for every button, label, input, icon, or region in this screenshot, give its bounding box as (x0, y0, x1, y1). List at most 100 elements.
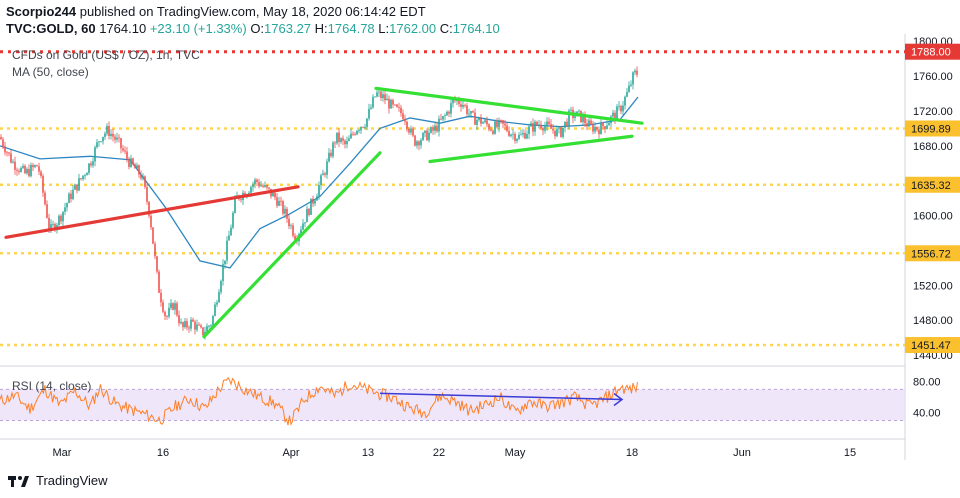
level-label-bg-1 (905, 120, 960, 137)
rsi-divergence-arrowhead (613, 392, 624, 407)
candle-body (382, 94, 384, 99)
candle (18, 168, 20, 175)
candle-body (490, 129, 492, 131)
candle-body (526, 133, 528, 139)
candle-body (516, 138, 518, 141)
candle-body (136, 165, 138, 169)
candle (178, 310, 180, 327)
candle (240, 197, 242, 203)
candle-body (292, 225, 294, 236)
candle-body (60, 215, 62, 222)
candle-body (274, 192, 276, 198)
candle (14, 156, 16, 175)
candle (536, 120, 538, 127)
candle (340, 137, 342, 144)
candle (450, 99, 452, 118)
candle (542, 126, 544, 136)
candle-body (344, 140, 346, 145)
candle (188, 325, 190, 333)
candle-body (522, 132, 524, 135)
candle-body (262, 185, 264, 187)
candle (186, 318, 188, 331)
candle-body (626, 92, 628, 97)
candle (128, 156, 130, 170)
candle (510, 133, 512, 138)
time-axis[interactable]: Mar 16 Apr 13 22 May 18 Jun 15 (53, 447, 857, 459)
candle-body (144, 176, 146, 188)
candle-body (422, 132, 424, 141)
candle-body (442, 116, 444, 120)
candle (426, 128, 428, 141)
rsi-legend[interactable]: RSI (14, close) (12, 379, 92, 393)
candle-body (404, 118, 406, 122)
candle-body (478, 117, 480, 121)
candle (356, 129, 358, 136)
candle-body (470, 111, 472, 114)
candle (538, 119, 540, 129)
candle-body (616, 106, 618, 120)
candle (222, 259, 224, 286)
candle-body (146, 187, 148, 202)
candle-body (396, 104, 398, 108)
candle-body (570, 109, 572, 111)
candle-body (514, 133, 516, 141)
candle (492, 129, 494, 136)
trendlines[interactable] (4, 86, 644, 339)
candle (170, 298, 172, 310)
candle-body (392, 99, 394, 105)
candle (230, 224, 232, 236)
candle-body (70, 193, 72, 200)
author-name[interactable]: Scorpio244 (6, 4, 77, 19)
candle (386, 93, 388, 101)
candle-body (506, 125, 508, 132)
candle (518, 132, 520, 140)
ma-legend[interactable]: MA (50, close) (12, 65, 89, 79)
symbol[interactable]: TVC:GOLD, 60 (6, 21, 96, 36)
candle-body (52, 224, 54, 225)
footer-brand[interactable]: TradingView (8, 473, 108, 488)
candle (282, 199, 284, 216)
trendline-0 (4, 185, 300, 239)
candle-body (498, 119, 500, 127)
candle (514, 131, 516, 144)
candle-body (608, 123, 610, 126)
candle (440, 113, 442, 121)
candle (344, 139, 346, 149)
price-change: +23.10 (+1.33%) (149, 21, 247, 36)
candle (262, 183, 264, 189)
candle-body (558, 127, 560, 129)
instrument-legend[interactable]: CFDs on Gold (US$ / OZ), 1h, TVC (12, 48, 200, 62)
candle (316, 193, 318, 201)
candle (620, 104, 622, 115)
candle-body (432, 127, 434, 131)
rsi-axis[interactable]: 80.00 40.00 (913, 377, 941, 420)
candle-body (134, 164, 136, 169)
candle-body (630, 84, 632, 86)
candle (448, 110, 450, 117)
price-tick-label: 1720.00 (913, 106, 953, 118)
candle (604, 125, 606, 134)
candle (126, 146, 128, 163)
candle-body (272, 192, 274, 197)
candle-body (328, 152, 330, 162)
candle-body (520, 134, 522, 136)
candle (200, 323, 202, 329)
candle (190, 316, 192, 332)
time-tick-label: 18 (626, 447, 638, 459)
candle-body (562, 127, 564, 137)
candle (130, 154, 132, 168)
level-label-bg-4 (905, 337, 960, 354)
candle (476, 118, 478, 130)
candle (554, 130, 556, 140)
candle (622, 100, 624, 116)
level-label-0: 1788.00 (911, 47, 951, 59)
candle (4, 141, 6, 156)
candle (372, 94, 374, 109)
candle (156, 255, 158, 274)
price-axis[interactable]: 1800.001760.001720.001680.001600.001560.… (913, 36, 953, 362)
candle (94, 145, 96, 167)
candle (154, 241, 156, 260)
candle-body (316, 196, 318, 201)
candle-body (554, 130, 556, 137)
